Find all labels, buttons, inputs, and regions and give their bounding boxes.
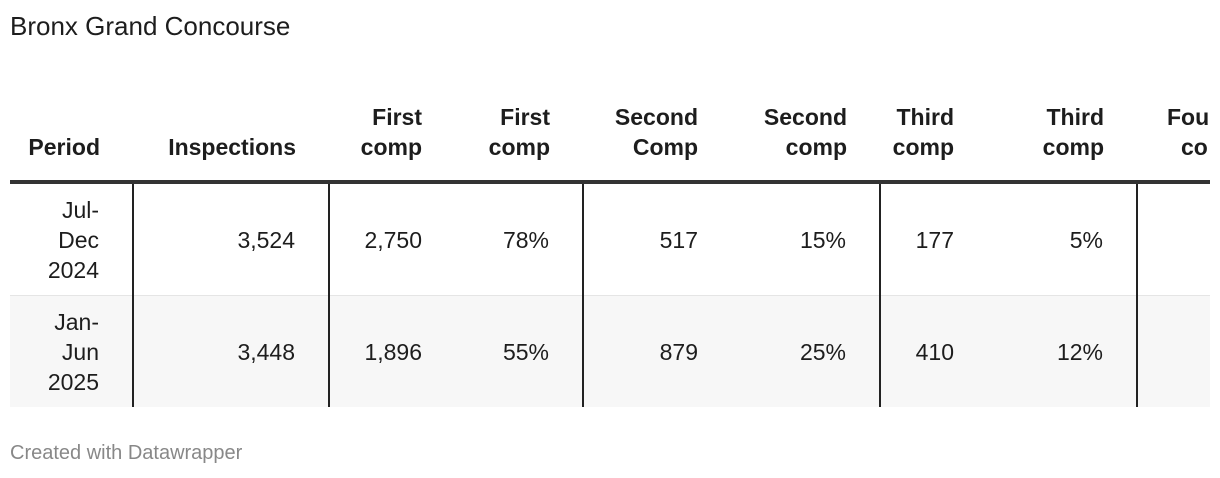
cell-third-comp-count: 177 xyxy=(879,182,987,296)
cell-inspections: 3,448 xyxy=(132,295,329,407)
cell-first-comp-count: 1,896 xyxy=(328,295,455,407)
col-header-fourth-comp-clipped[interactable]: Fou co xyxy=(1137,96,1210,184)
col-header-first-comp-count[interactable]: First comp xyxy=(329,96,455,184)
col-header-third-comp-count[interactable]: Third comp xyxy=(880,96,987,184)
cell-second-comp-pct: 25% xyxy=(731,295,880,407)
cell-first-comp-pct: 55% xyxy=(455,295,583,407)
cell-third-comp-pct: 12% xyxy=(987,295,1137,407)
cell-first-comp-pct: 78% xyxy=(455,182,583,296)
cell-period: Jan- Jun 2025 xyxy=(10,295,133,407)
col-header-first-comp-pct[interactable]: First comp xyxy=(455,96,583,184)
col-header-period[interactable]: Period xyxy=(10,96,133,184)
data-table-container: Period Inspections First comp First comp… xyxy=(10,96,1210,407)
table-row: Jul- Dec 2024 3,524 2,750 78% 517 15% 17… xyxy=(10,182,1210,296)
cell-fourth-comp-clipped xyxy=(1136,295,1210,407)
col-header-second-comp-count[interactable]: Second Comp xyxy=(583,96,731,184)
cell-third-comp-count: 410 xyxy=(879,295,987,407)
chart-title: Bronx Grand Concourse xyxy=(10,11,291,41)
footer-credit[interactable]: Created with Datawrapper xyxy=(10,442,243,464)
cell-second-comp-pct: 15% xyxy=(731,182,880,296)
table-row: Jan- Jun 2025 3,448 1,896 55% 879 25% 41… xyxy=(10,295,1210,407)
cell-second-comp-count: 517 xyxy=(582,182,731,296)
cell-period: Jul- Dec 2024 xyxy=(10,182,133,296)
cell-third-comp-pct: 5% xyxy=(987,182,1137,296)
data-table: Period Inspections First comp First comp… xyxy=(10,96,1210,407)
cell-first-comp-count: 2,750 xyxy=(328,182,455,296)
col-header-third-comp-pct[interactable]: Third comp xyxy=(987,96,1137,184)
header-row: Period Inspections First comp First comp… xyxy=(10,96,1210,184)
cell-second-comp-count: 879 xyxy=(582,295,731,407)
cell-fourth-comp-clipped xyxy=(1136,182,1210,296)
cell-inspections: 3,524 xyxy=(132,182,329,296)
col-header-inspections[interactable]: Inspections xyxy=(133,96,329,184)
col-header-second-comp-pct[interactable]: Second comp xyxy=(731,96,880,184)
